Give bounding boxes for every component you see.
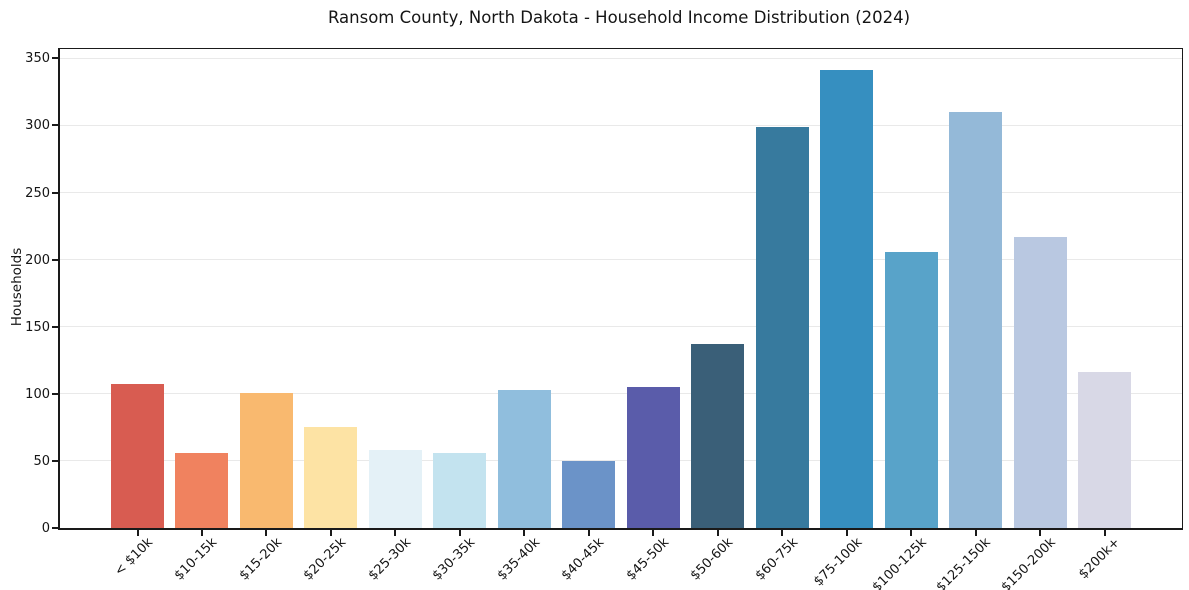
x-tick-mark <box>652 530 655 536</box>
x-tick-label: $150-200k <box>998 535 1059 590</box>
x-tick-label: $45-50k <box>623 535 672 584</box>
y-tick-mark <box>52 124 58 127</box>
y-tick-mark <box>52 392 58 395</box>
chart-title: Ransom County, North Dakota - Household … <box>327 8 911 27</box>
bar <box>111 384 164 528</box>
bar <box>1078 372 1131 528</box>
bar <box>175 452 229 528</box>
y-axis-label: Households <box>9 247 25 327</box>
gridline <box>60 460 1182 462</box>
y-tick-mark <box>52 325 58 328</box>
x-tick-label: < $10k <box>112 535 157 580</box>
x-tick-label: $40-45k <box>558 535 608 584</box>
bar <box>820 70 874 528</box>
y-tick-mark <box>52 459 58 462</box>
bar <box>433 452 487 528</box>
y-tick-label: 50 <box>33 453 50 469</box>
y-tick-mark <box>52 258 58 261</box>
y-tick-label: 200 <box>25 252 50 268</box>
x-tick-mark <box>200 530 203 536</box>
plot-area: 0 50 100 150 200 250 300 350 < $10k $10-15k $15-20… <box>25 48 1183 590</box>
bar <box>368 450 422 528</box>
x-tick-mark <box>781 530 784 536</box>
gridline <box>60 393 1182 395</box>
x-tick-label: $200k+ <box>1076 535 1124 583</box>
bar <box>239 392 293 528</box>
y-tick-mark <box>52 191 58 194</box>
y-tick-label: 0 <box>41 521 50 536</box>
x-tick-mark <box>845 530 848 536</box>
x-tick-label: $100-125k <box>869 535 930 590</box>
x-tick-label: $30-35k <box>429 535 479 584</box>
x-tick-mark <box>523 530 526 536</box>
x-tick-label: $60-75k <box>752 535 801 584</box>
x-tick-mark <box>1039 530 1042 536</box>
y-tick-label: 100 <box>25 386 50 402</box>
x-tick-label: $50-60k <box>687 535 737 584</box>
x-tick-label: $35-40k <box>494 535 543 584</box>
x-tick-mark <box>136 530 139 536</box>
bar <box>497 389 551 528</box>
x-tick-mark <box>587 530 590 536</box>
y-tick-label: 350 <box>25 51 50 67</box>
gridline <box>60 57 1182 59</box>
x-tick-mark <box>974 530 977 536</box>
x-tick-mark <box>265 530 268 536</box>
y-tick-label: 250 <box>25 185 50 201</box>
gridline <box>60 326 1182 328</box>
x-tick-mark <box>458 530 461 536</box>
bar <box>755 126 809 528</box>
bar <box>626 387 680 528</box>
gridline <box>60 259 1182 261</box>
x-tick-label: $10-15k <box>172 535 221 584</box>
x-tick-mark <box>394 530 397 536</box>
x-tick-mark <box>716 530 719 536</box>
y-tick-mark <box>52 57 58 60</box>
y-tick-label: 300 <box>25 118 50 134</box>
x-tick-label: $75-100k <box>810 535 866 590</box>
bar <box>949 112 1003 528</box>
x-tick-label: $20-25k <box>301 535 350 584</box>
x-tick-label: $25-30k <box>365 535 414 584</box>
y-tick-mark <box>52 527 58 529</box>
gridline <box>60 192 1182 194</box>
x-tick-label: $15-20k <box>236 535 286 584</box>
x-tick-mark <box>910 530 913 536</box>
y-tick-label: 150 <box>25 319 50 335</box>
gridline <box>60 124 1182 126</box>
bar <box>1013 236 1067 528</box>
x-tick-mark <box>329 530 332 536</box>
bar <box>562 460 616 528</box>
x-tick-mark <box>1103 530 1106 536</box>
bar <box>884 251 938 528</box>
bar <box>304 427 358 528</box>
x-tick-label: $125-150k <box>933 535 995 590</box>
bar <box>691 344 745 528</box>
